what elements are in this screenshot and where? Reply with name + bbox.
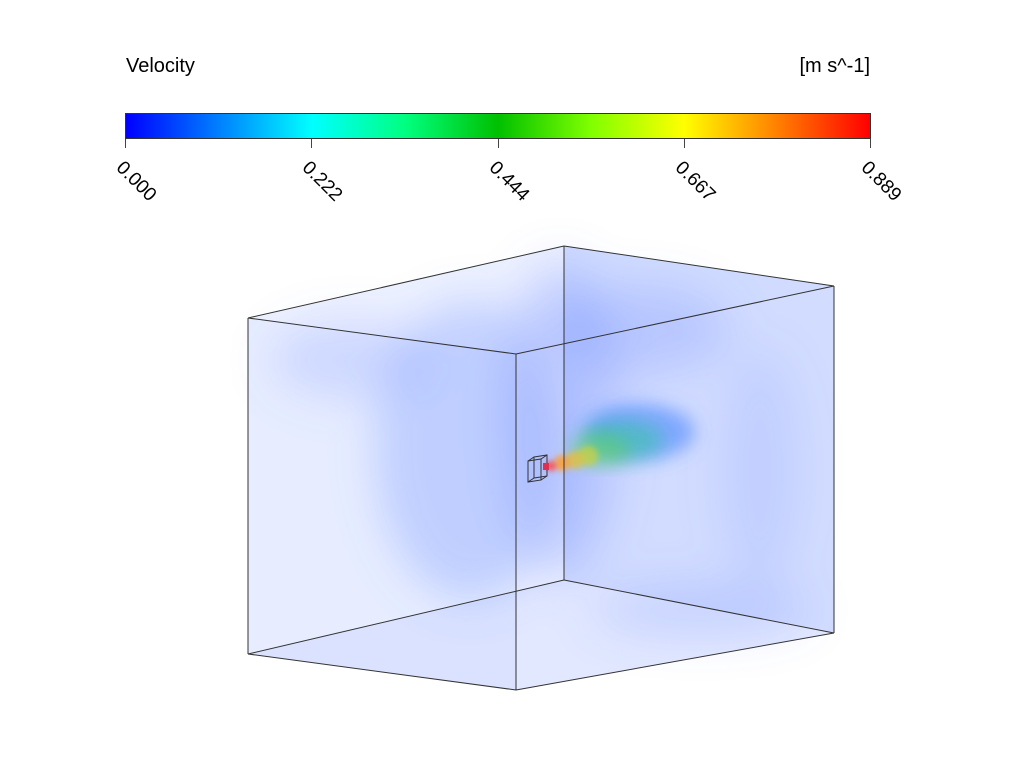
colorbar-tick xyxy=(498,139,499,148)
source-box-edge xyxy=(540,454,548,460)
domain-edge xyxy=(247,579,565,655)
colorbar-tick xyxy=(684,139,685,148)
velocity-haze xyxy=(270,260,810,635)
domain-edge xyxy=(247,653,517,691)
haze-region xyxy=(270,320,430,400)
source-inlet xyxy=(543,463,549,470)
domain-edge xyxy=(515,632,835,691)
legend-title: Velocity xyxy=(126,55,195,77)
domain-edge xyxy=(247,245,565,319)
source-box-edge xyxy=(527,477,535,483)
domain-edge xyxy=(247,317,517,355)
domain-wireframe xyxy=(247,245,835,691)
velocity-jet xyxy=(546,404,695,471)
colorbar-tick xyxy=(125,139,126,148)
domain-edge xyxy=(515,285,835,355)
source-box-edge xyxy=(540,475,548,481)
colorbar xyxy=(125,113,871,139)
haze-region xyxy=(550,285,730,375)
colorbar-tick xyxy=(311,139,312,148)
legend-units: [m s^-1] xyxy=(799,55,871,77)
haze-region xyxy=(720,350,800,590)
jet-core xyxy=(566,451,584,469)
haze-region xyxy=(590,585,810,635)
source-box-edge xyxy=(527,456,535,462)
colorbar-tick xyxy=(870,139,871,148)
domain-edge xyxy=(563,245,835,287)
source-box xyxy=(527,454,548,483)
domain-edge xyxy=(563,579,835,634)
jet-core xyxy=(554,455,570,471)
